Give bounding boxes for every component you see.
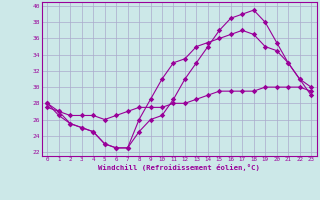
X-axis label: Windchill (Refroidissement éolien,°C): Windchill (Refroidissement éolien,°C)	[98, 164, 260, 171]
